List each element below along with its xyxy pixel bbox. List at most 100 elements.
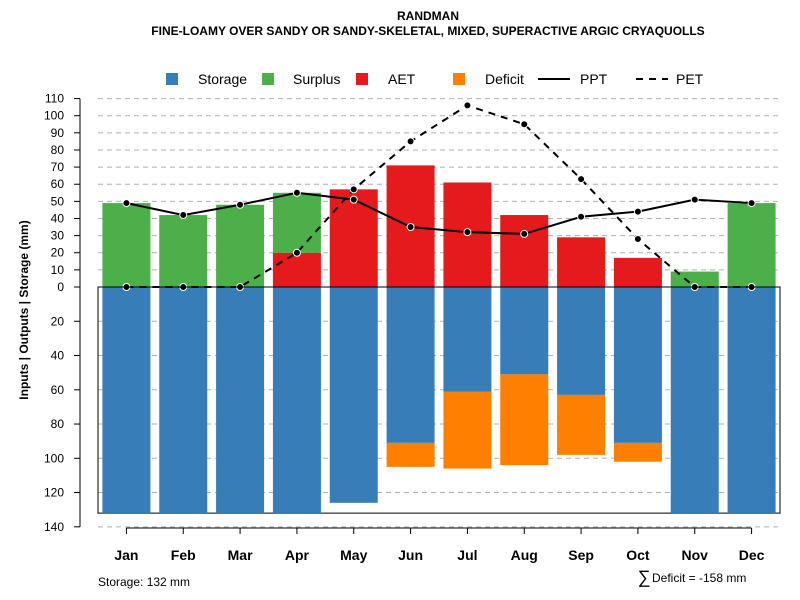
y-tick-label: 50 xyxy=(51,194,65,208)
x-tick-label-jul: Jul xyxy=(457,547,477,563)
point-pet-sep xyxy=(577,175,586,184)
point-ppt-nov xyxy=(690,195,699,204)
point-ppt-jul xyxy=(463,228,472,237)
bar-storage-apr xyxy=(272,287,321,514)
x-tick-label-mar: Mar xyxy=(228,547,253,563)
deficit-note: Deficit = -158 mm xyxy=(652,571,746,585)
point-pet-may xyxy=(349,185,358,194)
x-tick-label-apr: Apr xyxy=(285,547,310,563)
bar-storage-may xyxy=(329,287,378,503)
y-tick-label: 20 xyxy=(51,246,65,260)
bar-surplus-dec xyxy=(727,203,776,287)
bar-aet-apr xyxy=(272,252,321,287)
bars xyxy=(97,165,781,514)
x-tick-label-jan: Jan xyxy=(114,547,138,563)
bar-storage-mar xyxy=(216,287,265,514)
point-pet-apr xyxy=(292,248,301,257)
y-tick-label: 110 xyxy=(45,92,64,106)
x-tick-label-jun: Jun xyxy=(398,547,423,563)
y-tick-label: 140 xyxy=(44,520,64,534)
point-ppt-jan xyxy=(122,199,131,208)
y-tick-label: 0 xyxy=(57,280,64,294)
bar-storage-sep xyxy=(557,287,606,395)
point-pet-oct xyxy=(633,235,642,244)
x-tick-label-dec: Dec xyxy=(739,547,765,563)
bar-deficit-sep xyxy=(557,394,606,455)
bar-deficit-jun xyxy=(386,442,435,467)
legend-label-aet: AET xyxy=(388,71,416,87)
bar-storage-jun xyxy=(386,287,435,443)
bar-aet-oct xyxy=(613,257,662,287)
storage-note: Storage: 132 mm xyxy=(98,575,190,589)
series-lines xyxy=(122,101,756,291)
y-tick-label: 40 xyxy=(51,211,65,225)
y-tick-label: 10 xyxy=(51,263,65,277)
legend-label-ppt: PPT xyxy=(580,71,608,87)
y-tick-label: 20 xyxy=(51,314,65,328)
sum-symbol: ∑ xyxy=(638,567,651,587)
grid xyxy=(98,98,780,528)
y-tick-label: 80 xyxy=(51,417,65,431)
legend-swatch-deficit xyxy=(453,73,465,85)
y-tick-label: 80 xyxy=(51,143,65,157)
bar-deficit-jul xyxy=(443,391,492,469)
y-tick-label: 60 xyxy=(51,177,65,191)
bar-storage-feb xyxy=(159,287,208,514)
legend-label-deficit: Deficit xyxy=(485,71,524,87)
y-tick-label: 100 xyxy=(44,109,64,123)
line-ppt xyxy=(126,191,752,235)
legend-label-storage: Storage xyxy=(198,71,247,87)
legend-swatch-storage xyxy=(166,73,178,85)
bar-surplus-jan xyxy=(102,203,151,287)
x-tick-label-sep: Sep xyxy=(568,547,594,563)
chart-title: RANDMAN xyxy=(397,9,459,23)
bar-storage-oct xyxy=(613,287,662,443)
legend-swatch-surplus xyxy=(262,73,274,85)
legend-swatch-aet xyxy=(356,73,368,85)
bar-aet-aug xyxy=(500,215,549,287)
point-pet-jun xyxy=(406,137,415,146)
bar-surplus-nov xyxy=(670,271,719,287)
y-axis-label: Inputs | Outputs | Storage (mm) xyxy=(17,220,31,399)
point-ppt-feb xyxy=(179,211,188,220)
bar-deficit-aug xyxy=(500,374,549,466)
y-tick-label: 60 xyxy=(51,383,65,397)
x-tick-label-oct: Oct xyxy=(626,547,650,563)
y-tick-label: 30 xyxy=(51,229,65,243)
axes: 0 10 20 30 40 50 60 70 80 90 100 110 20 40 60 80 100 120 1… xyxy=(44,92,780,563)
legend-label-surplus: Surplus xyxy=(293,71,340,87)
bar-storage-nov xyxy=(670,287,719,514)
point-ppt-may xyxy=(349,195,358,204)
point-ppt-sep xyxy=(577,212,586,221)
point-ppt-aug xyxy=(520,229,529,238)
y-tick-label: 90 xyxy=(51,126,65,140)
bar-aet-may xyxy=(329,189,378,287)
bar-deficit-oct xyxy=(613,442,662,462)
x-tick-label-nov: Nov xyxy=(682,547,709,563)
point-pet-aug xyxy=(520,120,529,129)
y-tick-label: 70 xyxy=(51,160,65,174)
x-tick-label-may: May xyxy=(340,547,367,563)
legend: Storage Surplus AET Deficit PPT PET xyxy=(166,71,704,87)
chart-subtitle: FINE-LOAMY OVER SANDY OR SANDY-SKELETAL,… xyxy=(151,24,704,38)
point-ppt-mar xyxy=(236,200,245,209)
y-tick-label: 100 xyxy=(44,451,64,465)
point-pet-jul xyxy=(463,101,472,110)
bar-surplus-apr xyxy=(272,192,321,253)
bar-surplus-feb xyxy=(159,215,208,287)
y-tick-label: 40 xyxy=(51,349,65,363)
x-tick-label-feb: Feb xyxy=(171,547,196,563)
bar-surplus-mar xyxy=(216,204,265,287)
point-ppt-jun xyxy=(406,223,415,232)
point-ppt-apr xyxy=(292,188,301,197)
bar-aet-sep xyxy=(557,237,606,287)
point-ppt-oct xyxy=(633,207,642,216)
bar-storage-jul xyxy=(443,287,492,392)
bar-storage-dec xyxy=(727,287,776,514)
bar-storage-aug xyxy=(500,287,549,375)
x-tick-label-aug: Aug xyxy=(511,547,538,563)
y-tick-label: 120 xyxy=(44,486,64,500)
bar-storage-jan xyxy=(102,287,151,514)
point-ppt-dec xyxy=(747,199,756,208)
